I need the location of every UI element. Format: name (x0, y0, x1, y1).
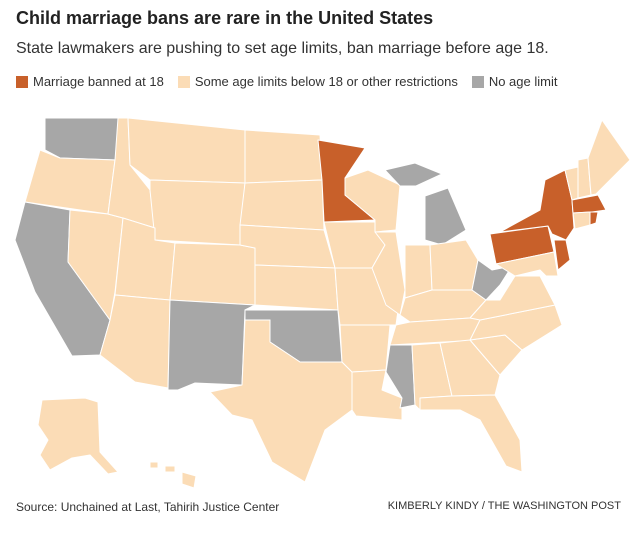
state (181, 471, 197, 489)
state (37, 397, 119, 475)
source: Source: Unchained at Last, Tahirih Justi… (16, 500, 280, 514)
state (424, 187, 467, 246)
state (149, 179, 246, 246)
legend-swatch (16, 75, 28, 88)
legend-swatch (177, 75, 190, 88)
credit: KIMBERLY KINDY / THE WASHINGTON POST (387, 500, 621, 512)
state (471, 259, 513, 301)
state (44, 117, 123, 161)
state (439, 339, 501, 397)
legend: Marriage banned at 18 Some age limits bel… (16, 74, 557, 89)
state (351, 369, 403, 421)
legend-label: Marriage banned at 18 (33, 74, 164, 89)
legend-item: Some age limits below 18 or other restri… (177, 74, 458, 89)
state (164, 465, 176, 473)
state (572, 211, 591, 230)
state (404, 244, 433, 299)
state (553, 239, 571, 271)
state (384, 162, 443, 187)
state (429, 239, 479, 291)
subtitle: State lawmakers are pushing to set age l… (16, 40, 549, 57)
legend-item: Marriage banned at 18 (16, 74, 164, 89)
legend-item: No age limit (471, 74, 558, 89)
state (149, 461, 159, 469)
state (495, 251, 559, 277)
legend-label: Some age limits below 18 or other restri… (194, 74, 458, 89)
state (589, 211, 599, 226)
state (339, 324, 391, 373)
state (469, 275, 556, 321)
state (371, 231, 406, 316)
state (254, 264, 339, 311)
state (239, 179, 325, 231)
legend-label: No age limit (488, 74, 558, 89)
state (127, 117, 246, 184)
legend-swatch (471, 75, 484, 88)
state (587, 119, 631, 196)
title: Child marriage bans are rare in the Unit… (16, 8, 434, 28)
state (244, 129, 323, 184)
state (571, 194, 607, 214)
state (209, 319, 353, 483)
state (169, 242, 256, 306)
state (419, 394, 523, 473)
state (344, 169, 401, 233)
state (167, 299, 256, 391)
